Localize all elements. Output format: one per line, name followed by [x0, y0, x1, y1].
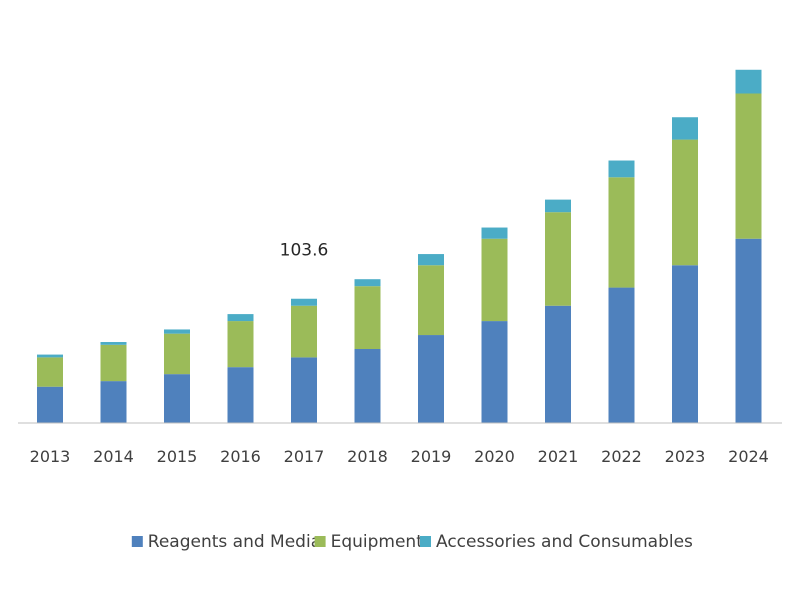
- x-tick-label-2017: 2017: [284, 447, 325, 466]
- bar-2024-series-2: [735, 69, 762, 94]
- bar-2022-series-0: [608, 287, 635, 423]
- x-tick-label-2022: 2022: [601, 447, 642, 466]
- legend: Reagents and Media Equipment Accessories a…: [131, 532, 693, 552]
- bar-2020-series-2: [481, 227, 508, 239]
- x-tick-label-2021: 2021: [538, 447, 579, 466]
- bar-2015-series-2: [164, 329, 190, 334]
- bar-2023-series-2: [672, 117, 698, 140]
- legend-swatch-0: [131, 536, 143, 547]
- bar-2020-series-0: [481, 321, 508, 423]
- bar-2017-series-1: [291, 305, 317, 358]
- bar-2018-series-2: [354, 279, 381, 287]
- bar-2013-series-2: [37, 354, 63, 358]
- bar-2022-series-1: [608, 177, 635, 288]
- bar-2013-series-1: [37, 357, 63, 387]
- x-tick-label-2018: 2018: [347, 447, 388, 466]
- bar-2018-series-1: [354, 286, 381, 350]
- bar-2014-series-1: [100, 344, 127, 382]
- legend-label-1: Equipment: [331, 532, 424, 552]
- bar-2018-series-0: [354, 349, 381, 423]
- legend-swatch-1: [314, 536, 326, 547]
- bar-2014-series-2: [100, 342, 127, 345]
- x-tick-label-2024: 2024: [728, 447, 769, 466]
- annotations: 103.6: [280, 241, 329, 261]
- bar-2022-series-2: [608, 160, 635, 178]
- x-tick-label-2023: 2023: [665, 447, 706, 466]
- x-tick-label-2019: 2019: [411, 447, 452, 466]
- x-tick-labels: 2013 2014 2015 2016 2017 2018 2019 2020 2021 2022…: [30, 447, 769, 466]
- bar-2014-series-0: [100, 381, 127, 423]
- bar-2024-series-1: [735, 93, 762, 239]
- bar-2021-series-0: [545, 305, 571, 423]
- bar-2015-series-0: [164, 374, 190, 423]
- bar-2021-series-1: [545, 212, 571, 306]
- bar-2019-series-2: [418, 254, 444, 266]
- bar-2016-series-1: [227, 321, 254, 368]
- bar-2017-series-2: [291, 298, 317, 306]
- bar-2023-series-1: [672, 139, 698, 266]
- bar-2021-series-2: [545, 199, 571, 213]
- bars-group: [37, 69, 762, 423]
- legend-swatch-2: [420, 536, 431, 547]
- bar-2016-series-2: [227, 314, 254, 322]
- annotation-label: 103.6: [280, 241, 329, 261]
- bar-2023-series-0: [672, 265, 698, 423]
- bar-2019-series-1: [418, 265, 444, 336]
- legend-label-2: Accessories and Consumables: [436, 532, 693, 552]
- x-tick-label-2014: 2014: [93, 447, 134, 466]
- bar-2013-series-0: [37, 386, 63, 423]
- x-tick-label-2015: 2015: [157, 447, 198, 466]
- bar-2017-series-0: [291, 357, 317, 423]
- legend-label-0: Reagents and Media: [148, 532, 321, 552]
- bar-2020-series-1: [481, 238, 508, 322]
- bar-2024-series-0: [735, 238, 762, 423]
- x-tick-label-2020: 2020: [474, 447, 515, 466]
- x-tick-label-2016: 2016: [220, 447, 261, 466]
- bar-2015-series-1: [164, 333, 190, 375]
- bar-2016-series-0: [227, 367, 254, 423]
- bar-2019-series-0: [418, 335, 444, 423]
- x-tick-label-2013: 2013: [30, 447, 71, 466]
